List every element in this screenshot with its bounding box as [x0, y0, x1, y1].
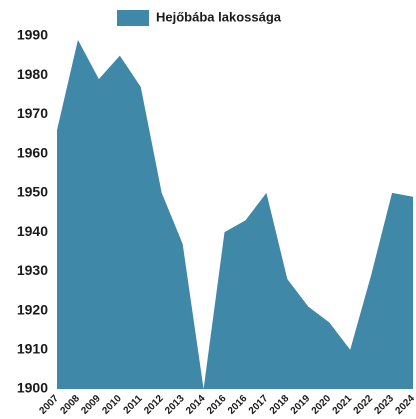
y-tick-label: 1970 [17, 105, 48, 121]
x-tick-label: 2009 [79, 393, 103, 417]
x-tick-label: 2020 [310, 393, 334, 417]
x-tick-label: 2017 [247, 393, 271, 417]
y-tick-label: 1980 [17, 66, 48, 82]
y-tick-label: 1940 [17, 223, 48, 239]
y-tick-label: 1990 [17, 27, 48, 43]
x-tick-label: 2023 [373, 393, 397, 417]
x-tick-label: 2019 [289, 393, 313, 417]
x-tick-label: 2024 [393, 393, 416, 417]
x-tick-label: 2013 [163, 393, 187, 417]
x-tick-label: 2022 [352, 393, 376, 417]
x-tick-label: 2008 [58, 393, 82, 417]
area [57, 39, 413, 390]
x-tick-label: 2011 [122, 393, 145, 416]
x-tick-label: 2016 [226, 393, 250, 417]
x-tick-label: 2014 [184, 393, 208, 417]
x-tick-label: 2018 [268, 393, 292, 417]
y-tick-label: 1930 [17, 262, 48, 278]
legend-label: Hejőbába lakossága [156, 9, 282, 24]
x-tick-label: 2012 [142, 393, 166, 417]
x-tick-label: 2007 [37, 393, 61, 417]
legend-swatch [117, 10, 149, 26]
y-tick-label: 1920 [17, 301, 48, 317]
y-tick-label: 1910 [17, 340, 48, 356]
y-tick-label: 1900 [17, 380, 48, 396]
y-tick-label: 1950 [17, 184, 48, 200]
x-tick-label: 2021 [331, 393, 355, 417]
y-tick-label: 1960 [17, 144, 48, 160]
x-tick-label: 2010 [100, 393, 124, 417]
x-tick-label: 2016 [205, 393, 229, 417]
